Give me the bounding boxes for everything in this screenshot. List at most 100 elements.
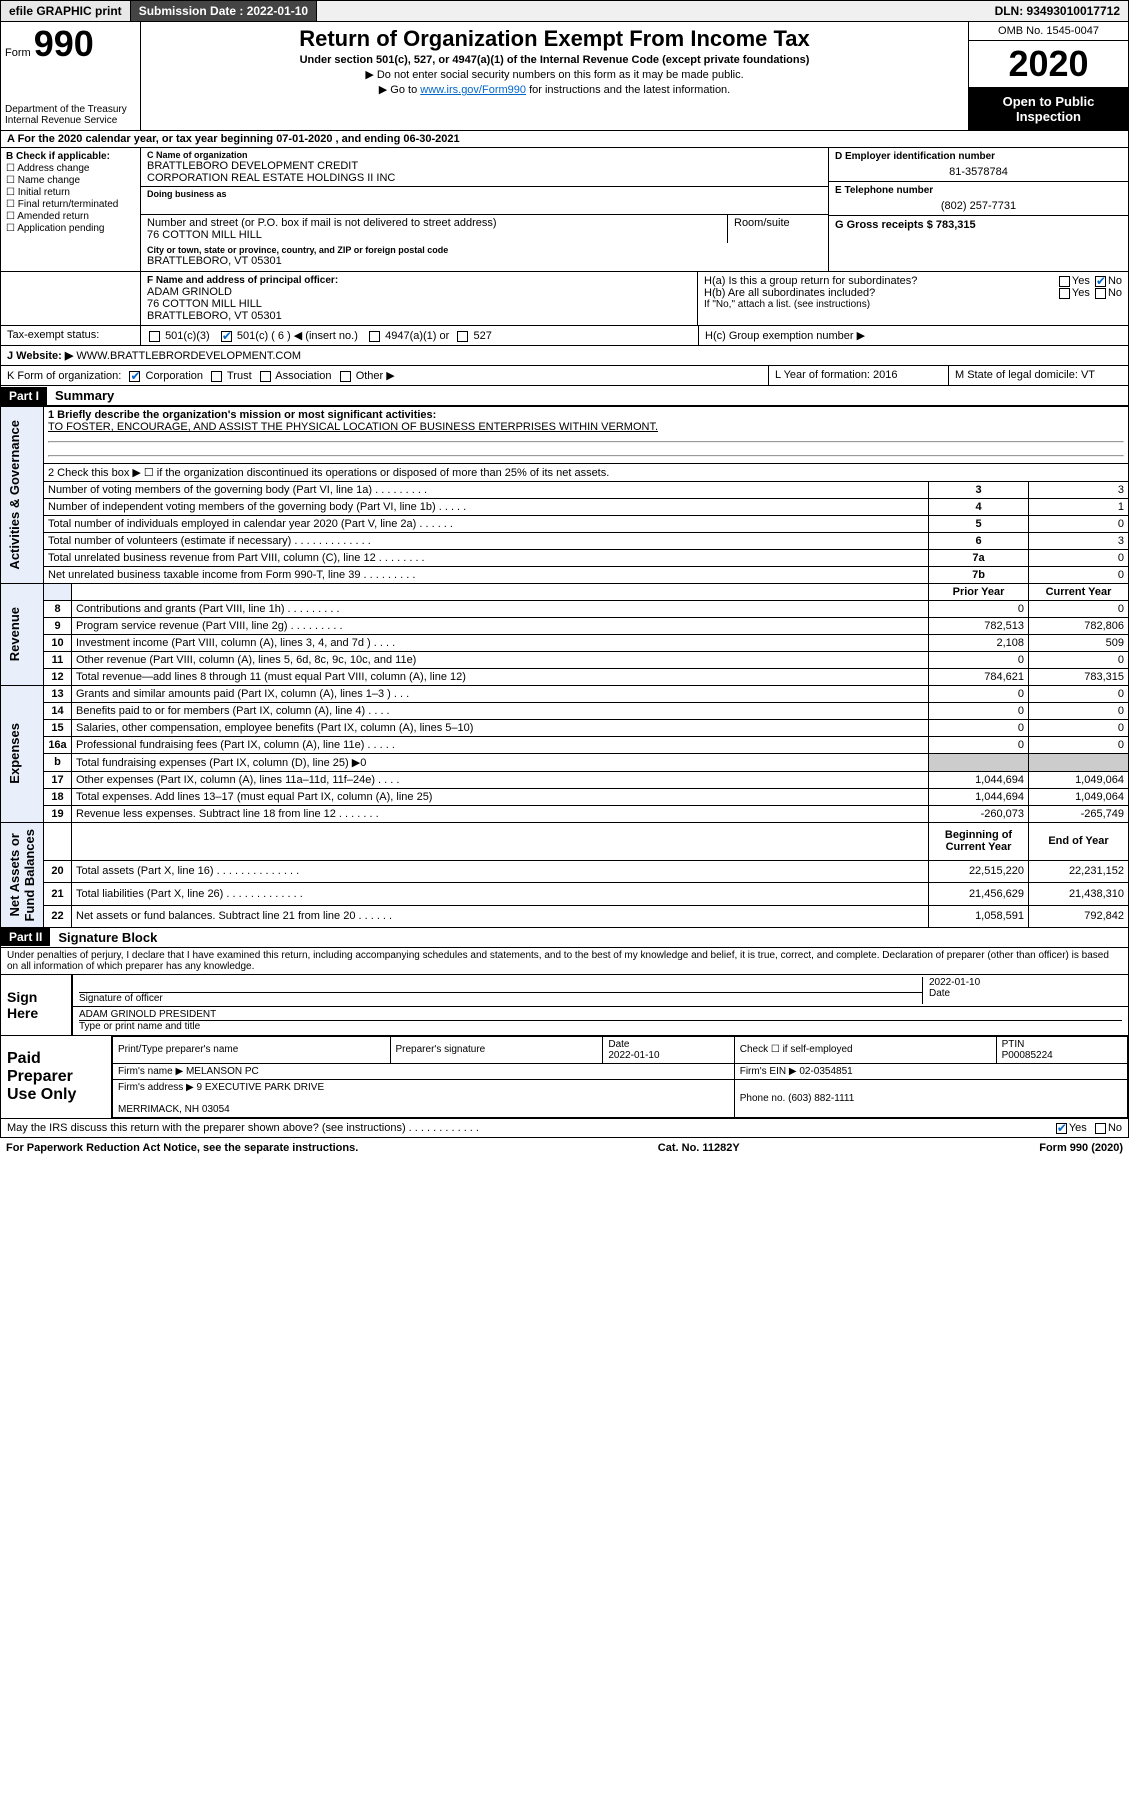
check-527[interactable] [457, 331, 468, 342]
col-right-deg: D Employer identification number 81-3578… [828, 148, 1128, 271]
prep-ptin: PTINP00085224 [996, 1036, 1127, 1063]
discuss-yes-checkbox[interactable] [1056, 1123, 1067, 1134]
firm-name-value: MELANSON PC [186, 1066, 259, 1077]
gov-line-4: Number of independent voting members of … [1, 498, 1129, 515]
open-public-badge: Open to Public Inspection [969, 88, 1128, 130]
dba-label: Doing business as [147, 189, 822, 199]
gov-line-7b: Net unrelated business taxable income fr… [1, 566, 1129, 583]
discuss-row: May the IRS discuss this return with the… [0, 1119, 1129, 1138]
side-governance: Activities & Governance [5, 416, 24, 574]
irs-link[interactable]: www.irs.gov/Form990 [420, 84, 526, 96]
firm-phone-label: Phone no. [740, 1093, 786, 1104]
check-other[interactable] [340, 371, 351, 382]
part2-header-row: Part II Signature Block [0, 928, 1129, 948]
dln-label: DLN: 93493010017712 [987, 1, 1128, 21]
check-address-change[interactable]: ☐ Address change [6, 163, 135, 174]
ha-yes-checkbox[interactable] [1059, 276, 1070, 287]
exp-line-16b: bTotal fundraising expenses (Part IX, co… [1, 753, 1129, 771]
firm-addr-label: Firm's address ▶ [118, 1082, 194, 1093]
city-value: BRATTLEBORO, VT 05301 [147, 255, 822, 267]
check-name-change[interactable]: ☐ Name change [6, 175, 135, 186]
gov-line-6: Total number of volunteers (estimate if … [1, 532, 1129, 549]
col-b-checks: B Check if applicable: ☐ Address change … [1, 148, 141, 271]
col-beginning-year: Beginning of Current Year [929, 822, 1029, 860]
exp-line-17: 17Other expenses (Part IX, column (A), l… [1, 771, 1129, 788]
gov-line-5: Total number of individuals employed in … [1, 515, 1129, 532]
ha-no-checkbox[interactable] [1095, 276, 1106, 287]
hb-yes-checkbox[interactable] [1059, 288, 1070, 299]
sign-date-label: Date [929, 988, 950, 999]
firm-phone-value: (603) 882-1111 [788, 1093, 854, 1104]
footer-paperwork: For Paperwork Reduction Act Notice, see … [6, 1142, 358, 1154]
part1-header-row: Part I Summary [0, 386, 1129, 406]
j-label: J Website: ▶ [7, 350, 73, 362]
side-expenses: Expenses [5, 719, 24, 788]
hc-label: H(c) Group exemption number ▶ [705, 330, 865, 342]
g-gross-receipts: G Gross receipts $ 783,315 [835, 219, 976, 231]
ha-row: H(a) Is this a group return for subordin… [704, 275, 1122, 287]
form-title: Return of Organization Exempt From Incom… [149, 26, 960, 52]
col-current-year: Current Year [1029, 583, 1129, 600]
prep-signature-label: Preparer's signature [390, 1036, 603, 1063]
m-state-domicile: M State of legal domicile: VT [948, 366, 1128, 385]
row-a-calendar-year: A For the 2020 calendar year, or tax yea… [0, 131, 1129, 148]
check-trust[interactable] [211, 371, 222, 382]
perjury-statement: Under penalties of perjury, I declare th… [0, 948, 1129, 975]
prep-selfemployed-label: Check ☐ if self-employed [734, 1036, 996, 1063]
form-subtitle: Under section 501(c), 527, or 4947(a)(1)… [149, 54, 960, 66]
k-label: K Form of organization: [7, 370, 121, 382]
d-ein-value: 81-3578784 [835, 166, 1122, 178]
rev-line-10: 10Investment income (Part VIII, column (… [1, 634, 1129, 651]
header-right: OMB No. 1545-0047 2020 Open to Public In… [968, 22, 1128, 130]
side-revenue: Revenue [5, 603, 24, 665]
exp-line-14: 14Benefits paid to or for members (Part … [1, 702, 1129, 719]
net-line-22: 22Net assets or fund balances. Subtract … [1, 905, 1129, 927]
e-phone-value: (802) 257-7731 [835, 200, 1122, 212]
rev-line-8: 8Contributions and grants (Part VIII, li… [1, 600, 1129, 617]
check-amended-return[interactable]: ☐ Amended return [6, 211, 135, 222]
top-bar: efile GRAPHIC print Submission Date : 20… [0, 0, 1129, 22]
paid-preparer-label: Paid Preparer Use Only [1, 1036, 111, 1118]
sign-date-value: 2022-01-10 [929, 977, 1122, 988]
check-initial-return[interactable]: ☐ Initial return [6, 187, 135, 198]
hb-note: If "No," attach a list. (see instruction… [704, 299, 1122, 310]
firm-name-label: Firm's name ▶ [118, 1066, 183, 1077]
check-501c3[interactable] [149, 331, 160, 342]
part2-title: Signature Block [50, 928, 165, 947]
form-word: Form [5, 47, 31, 59]
tax-year: 2020 [969, 41, 1128, 88]
side-net-assets: Net Assets or Fund Balances [5, 825, 39, 925]
part2-tag: Part II [1, 928, 50, 946]
footer-formref: Form 990 (2020) [1039, 1142, 1123, 1154]
form-header: Form 990 Department of the Treasury Inte… [0, 22, 1129, 131]
col-c-org: C Name of organization BRATTLEBORO DEVEL… [141, 148, 828, 271]
check-4947[interactable] [369, 331, 380, 342]
f-label: F Name and address of principal officer: [147, 275, 691, 286]
form-note-ssn: ▶ Do not enter social security numbers o… [149, 68, 960, 81]
tax-status-label: Tax-exempt status: [1, 326, 141, 345]
hb-no-checkbox[interactable] [1095, 288, 1106, 299]
rev-line-11: 11Other revenue (Part VIII, column (A), … [1, 651, 1129, 668]
rev-line-12: 12Total revenue—add lines 8 through 11 (… [1, 668, 1129, 685]
check-501c[interactable] [221, 331, 232, 342]
c-name-value: BRATTLEBORO DEVELOPMENT CREDIT CORPORATI… [147, 160, 822, 184]
f-value: ADAM GRINOLD 76 COTTON MILL HILL BRATTLE… [147, 286, 691, 322]
preparer-table: Print/Type preparer's name Preparer's si… [112, 1036, 1128, 1118]
check-application-pending[interactable]: ☐ Application pending [6, 223, 135, 234]
part1-title: Summary [47, 386, 122, 405]
check-corporation[interactable] [129, 371, 140, 382]
efile-button[interactable]: efile GRAPHIC print [1, 1, 131, 21]
sign-here-block: Sign Here Signature of officer 2022-01-1… [0, 975, 1129, 1036]
prep-name-label: Print/Type preparer's name [113, 1036, 391, 1063]
discuss-no-checkbox[interactable] [1095, 1123, 1106, 1134]
submission-date-button[interactable]: Submission Date : 2022-01-10 [131, 1, 317, 21]
check-association[interactable] [260, 371, 271, 382]
signature-officer-label: Signature of officer [79, 993, 163, 1004]
e-phone-label: E Telephone number [835, 185, 1122, 196]
exp-line-18: 18Total expenses. Add lines 13–17 (must … [1, 788, 1129, 805]
check-final-return[interactable]: ☐ Final return/terminated [6, 199, 135, 210]
prep-date-label: Date2022-01-10 [603, 1036, 734, 1063]
sign-here-label: Sign Here [1, 975, 71, 1035]
omb-number: OMB No. 1545-0047 [969, 22, 1128, 41]
street-label: Number and street (or P.O. box if mail i… [147, 217, 721, 229]
